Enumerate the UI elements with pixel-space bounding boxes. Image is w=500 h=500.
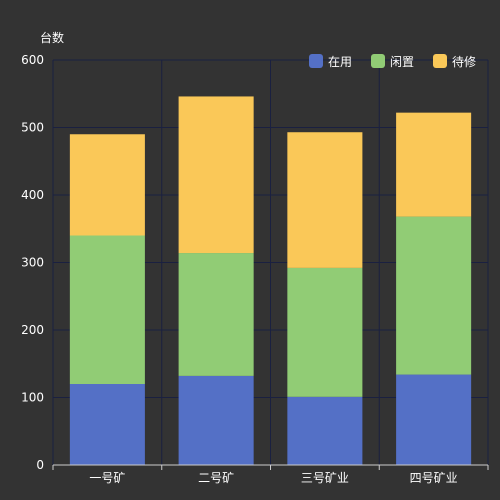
bar-segment[interactable] (69, 384, 145, 465)
x-tick-label: 四号矿业 (410, 471, 458, 485)
y-axis-title: 台数 (40, 30, 64, 45)
legend[interactable]: 在用 闲置 待修 (309, 54, 476, 69)
legend-swatch (371, 54, 385, 68)
bar-segment[interactable] (287, 267, 363, 397)
y-tick-label: 600 (21, 53, 44, 67)
y-tick-label: 100 (21, 391, 44, 405)
legend-swatch (309, 54, 323, 68)
bar-segment[interactable] (396, 216, 472, 375)
bar-segment[interactable] (69, 134, 145, 236)
y-tick-label: 0 (36, 458, 44, 472)
x-tick-label: 一号矿 (89, 471, 125, 485)
legend-label: 闲置 (390, 55, 414, 69)
y-tick-label: 200 (21, 323, 44, 337)
bar-segment[interactable] (178, 96, 254, 254)
y-tick-label: 500 (21, 121, 44, 135)
y-tick-label: 400 (21, 188, 44, 202)
bar-segment[interactable] (287, 132, 363, 268)
bar-segment[interactable] (178, 375, 254, 465)
x-tick-label: 二号矿 (198, 471, 234, 485)
bar-segment[interactable] (396, 374, 472, 465)
legend-item[interactable]: 闲置 (371, 54, 414, 69)
bar-segment[interactable] (287, 396, 363, 465)
legend-label: 待修 (452, 54, 476, 69)
legend-swatch (433, 54, 447, 68)
axis-layer: 0 100 200 300 400 500 600 一号矿 二号矿 三号矿业 四号矿业 (21, 53, 489, 485)
legend-label: 在用 (328, 55, 352, 69)
legend-item[interactable]: 待修 (433, 54, 476, 69)
bar-segment[interactable] (69, 235, 145, 385)
bar-segment[interactable] (396, 112, 472, 217)
legend-item[interactable]: 在用 (309, 54, 352, 69)
bar-segment[interactable] (178, 253, 254, 376)
bars-layer (69, 96, 472, 465)
x-tick-label: 三号矿业 (301, 471, 349, 485)
y-tick-label: 300 (21, 256, 44, 270)
